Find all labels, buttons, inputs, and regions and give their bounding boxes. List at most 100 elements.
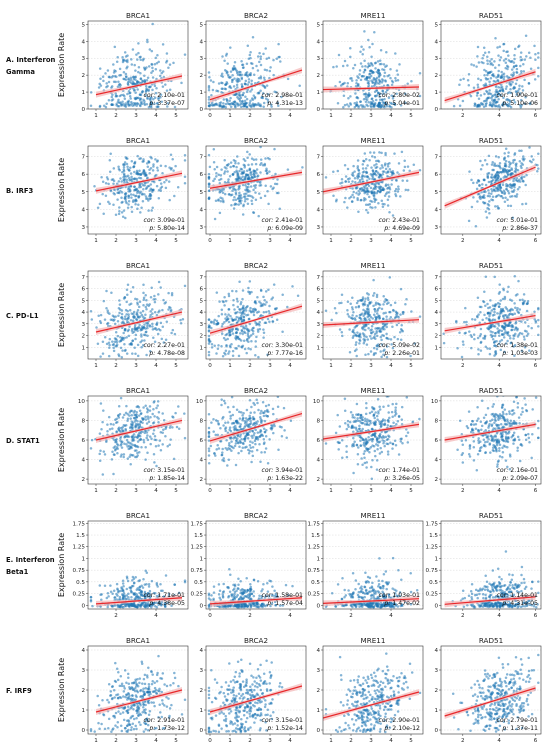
- data-point: [505, 183, 508, 186]
- data-point: [248, 280, 252, 283]
- data-point: [368, 301, 372, 304]
- data-point: [131, 327, 134, 331]
- data-point: [490, 309, 494, 312]
- data-point: [209, 320, 213, 324]
- y-tick-label: 2: [81, 73, 85, 79]
- data-point: [374, 327, 377, 330]
- data-point: [134, 435, 137, 439]
- data-point: [136, 440, 140, 443]
- data-point: [136, 329, 139, 333]
- data-point: [366, 211, 370, 214]
- data-point: [386, 191, 389, 194]
- data-point: [213, 344, 216, 347]
- y-tick-label: 5: [199, 190, 203, 196]
- data-point: [509, 312, 512, 315]
- data-point: [368, 203, 372, 206]
- data-point: [442, 341, 446, 345]
- data-point: [144, 418, 148, 421]
- data-point: [235, 178, 239, 182]
- data-point: [374, 83, 377, 86]
- data-point: [156, 102, 159, 105]
- p-label: p:: [383, 100, 392, 107]
- data-point: [225, 439, 228, 442]
- data-point: [137, 42, 140, 45]
- data-point: [125, 438, 129, 442]
- data-point: [138, 184, 142, 187]
- data-point: [386, 171, 390, 174]
- data-point: [489, 311, 492, 314]
- data-point: [516, 293, 519, 296]
- data-point: [136, 436, 139, 439]
- data-point: [135, 311, 139, 314]
- data-point: [351, 200, 354, 203]
- data-point: [159, 164, 163, 168]
- data-point: [487, 189, 490, 192]
- data-point: [154, 297, 157, 301]
- data-point: [394, 310, 398, 314]
- data-point: [418, 168, 422, 172]
- data-point: [494, 353, 497, 356]
- data-point: [225, 81, 228, 84]
- data-point: [263, 162, 267, 166]
- data-point: [102, 104, 106, 107]
- data-point: [120, 446, 124, 449]
- x-tick-label: 2: [461, 113, 465, 119]
- data-point: [127, 334, 131, 338]
- data-point: [341, 64, 345, 68]
- data-point: [141, 200, 145, 203]
- data-point: [137, 172, 141, 176]
- data-point: [259, 89, 262, 93]
- p-value: 3.37e-07: [157, 100, 185, 107]
- data-point: [254, 162, 258, 166]
- data-point: [272, 58, 275, 62]
- data-point: [259, 420, 263, 423]
- data-point: [262, 310, 266, 314]
- p-label: p:: [501, 100, 510, 107]
- data-point: [509, 337, 512, 340]
- data-point: [140, 193, 144, 196]
- data-point: [139, 311, 142, 314]
- data-point: [256, 69, 260, 72]
- data-point: [229, 105, 233, 109]
- data-point: [123, 327, 127, 331]
- data-point: [144, 173, 148, 177]
- data-point: [214, 419, 218, 422]
- data-point: [250, 163, 254, 166]
- data-point: [348, 177, 351, 180]
- data-point: [502, 169, 505, 173]
- data-point: [89, 309, 93, 313]
- data-point: [513, 275, 517, 278]
- data-point: [107, 354, 111, 358]
- p-annotation: p: 1.85e-14: [148, 475, 185, 482]
- data-point: [514, 326, 518, 329]
- data-point: [497, 73, 500, 77]
- y-tick-label: 5: [81, 298, 85, 304]
- data-point: [250, 199, 253, 202]
- point-layer: [89, 396, 187, 476]
- data-point: [393, 301, 397, 304]
- data-point: [222, 336, 226, 340]
- data-point: [248, 414, 251, 418]
- data-point: [239, 433, 243, 436]
- data-point: [233, 77, 236, 80]
- data-point: [254, 353, 257, 357]
- data-point: [494, 95, 498, 99]
- point-layer: [89, 280, 187, 359]
- data-point: [241, 85, 244, 88]
- data-point: [242, 91, 245, 95]
- data-point: [229, 414, 232, 418]
- data-point: [381, 186, 385, 190]
- data-point: [256, 55, 260, 58]
- data-point: [479, 341, 483, 345]
- data-point: [516, 329, 519, 332]
- data-point: [130, 210, 134, 213]
- data-point: [225, 332, 229, 336]
- data-point: [396, 79, 400, 82]
- data-point: [207, 185, 211, 188]
- data-point: [224, 102, 228, 106]
- cor-annotation: cor: 3.30e-01: [262, 342, 304, 349]
- data-point: [381, 205, 385, 209]
- data-point: [236, 335, 240, 339]
- data-point: [513, 354, 516, 357]
- data-point: [385, 345, 389, 348]
